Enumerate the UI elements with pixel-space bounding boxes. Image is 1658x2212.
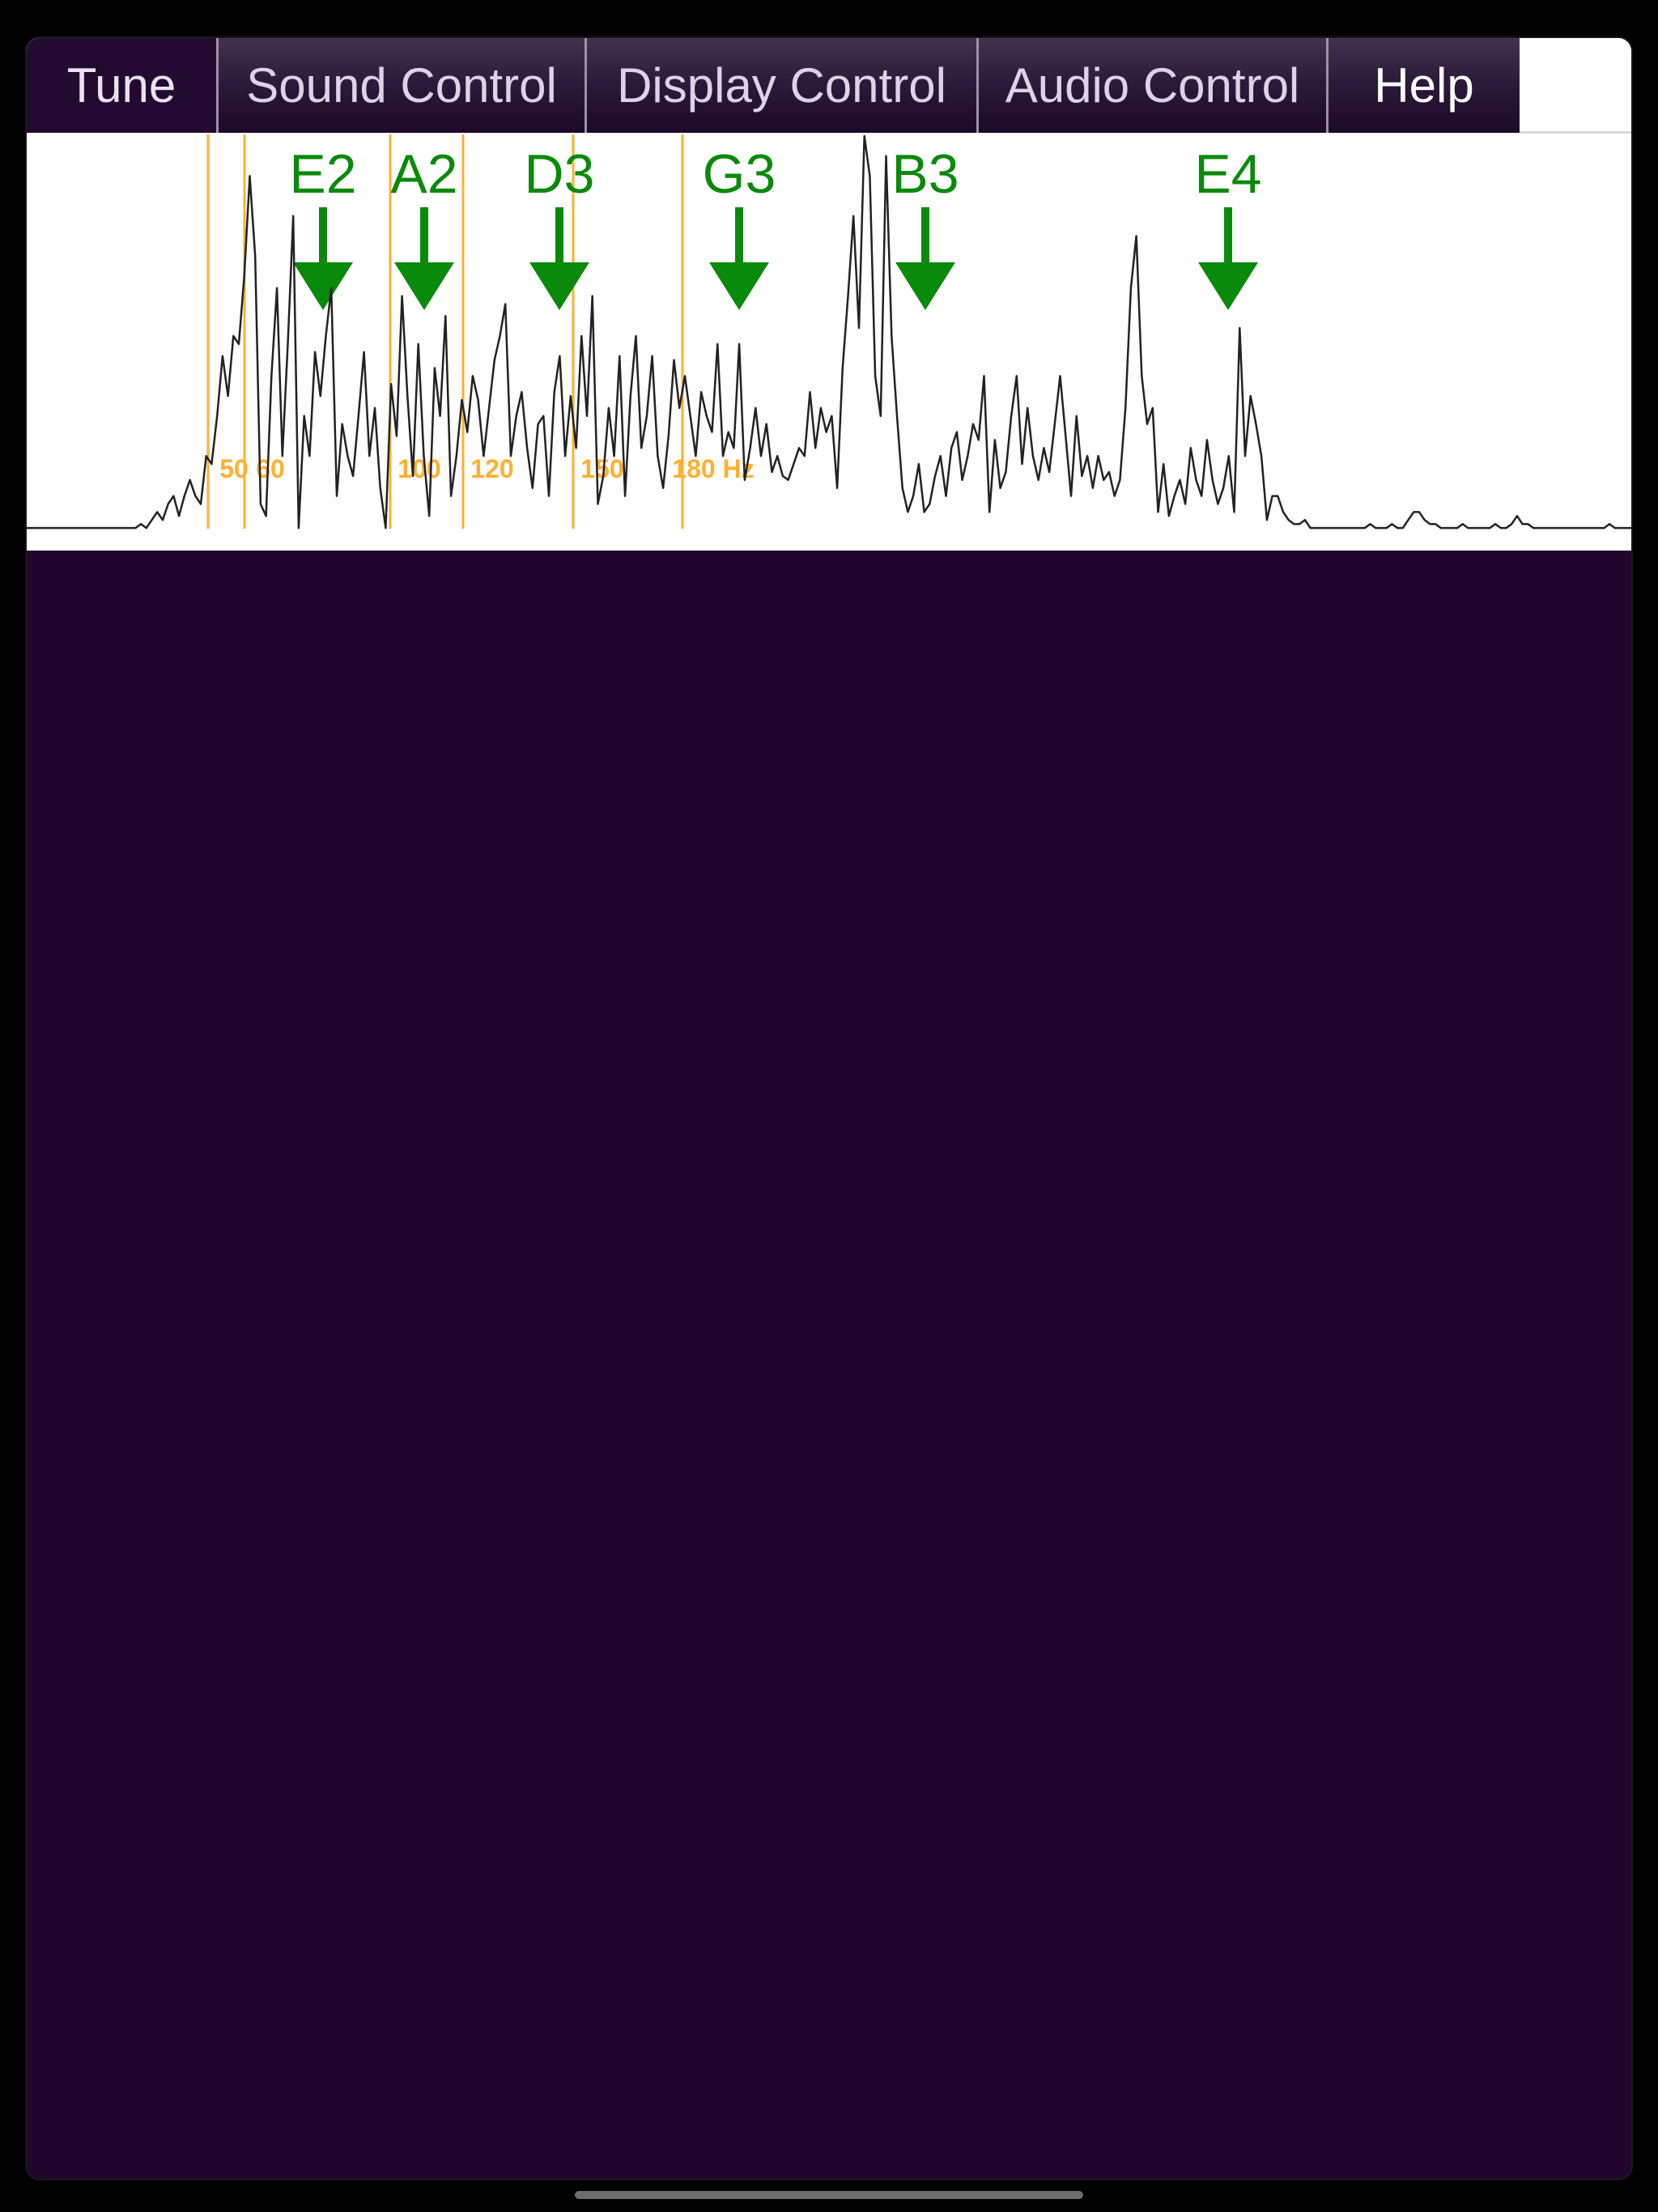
note-marker-d3: D3 — [525, 143, 595, 310]
down-arrow-icon — [529, 262, 589, 310]
down-arrow-icon — [555, 207, 563, 264]
tab-sound-control[interactable]: Sound Control — [219, 38, 587, 133]
freq-label: 180 Hz — [672, 454, 754, 483]
note-label: A2 — [390, 143, 457, 205]
note-label: E4 — [1194, 143, 1261, 205]
note-marker-a2: A2 — [390, 143, 458, 310]
note-marker-e2: E2 — [289, 143, 357, 310]
note-label: B3 — [891, 143, 959, 205]
down-arrow-icon — [1198, 262, 1258, 310]
freq-label: 120 — [470, 454, 513, 483]
down-arrow-icon — [293, 262, 353, 310]
tab-help[interactable]: Help — [1329, 38, 1520, 133]
note-marker-g3: G3 — [703, 143, 776, 310]
down-arrow-icon — [735, 207, 743, 264]
note-label: D3 — [525, 143, 595, 205]
app-screen: Tune Sound Control Display Control Audio… — [27, 38, 1631, 2179]
freq-label: 50 — [219, 454, 249, 483]
tab-tune[interactable]: Tune — [27, 38, 219, 133]
note-marker-e4: E4 — [1194, 143, 1262, 310]
tab-bar-divider — [1520, 131, 1631, 134]
down-arrow-icon — [1224, 207, 1232, 264]
note-label: E2 — [289, 143, 356, 205]
down-arrow-icon — [895, 262, 955, 310]
tab-display-control[interactable]: Display Control — [587, 38, 979, 133]
spectrum-graph: 50 60 100 120 150 180 Hz E2 A2 D3 G3 B3 E4 — [27, 134, 1631, 530]
tab-audio-control[interactable]: Audio Control — [979, 38, 1329, 133]
down-arrow-icon — [394, 262, 454, 310]
spectrum-display: 50 60 100 120 150 180 Hz E2 A2 D3 G3 B3 E4 — [27, 134, 1631, 551]
down-arrow-icon — [420, 207, 428, 264]
down-arrow-icon — [921, 207, 929, 264]
freq-label: 100 — [397, 454, 440, 483]
note-label: G3 — [703, 143, 776, 205]
down-arrow-icon — [319, 207, 327, 264]
tab-bar: Tune Sound Control Display Control Audio… — [27, 38, 1631, 134]
down-arrow-icon — [709, 262, 769, 310]
spectrum-trace — [27, 134, 1631, 530]
home-indicator — [575, 2191, 1083, 2199]
note-marker-b3: B3 — [891, 143, 959, 310]
